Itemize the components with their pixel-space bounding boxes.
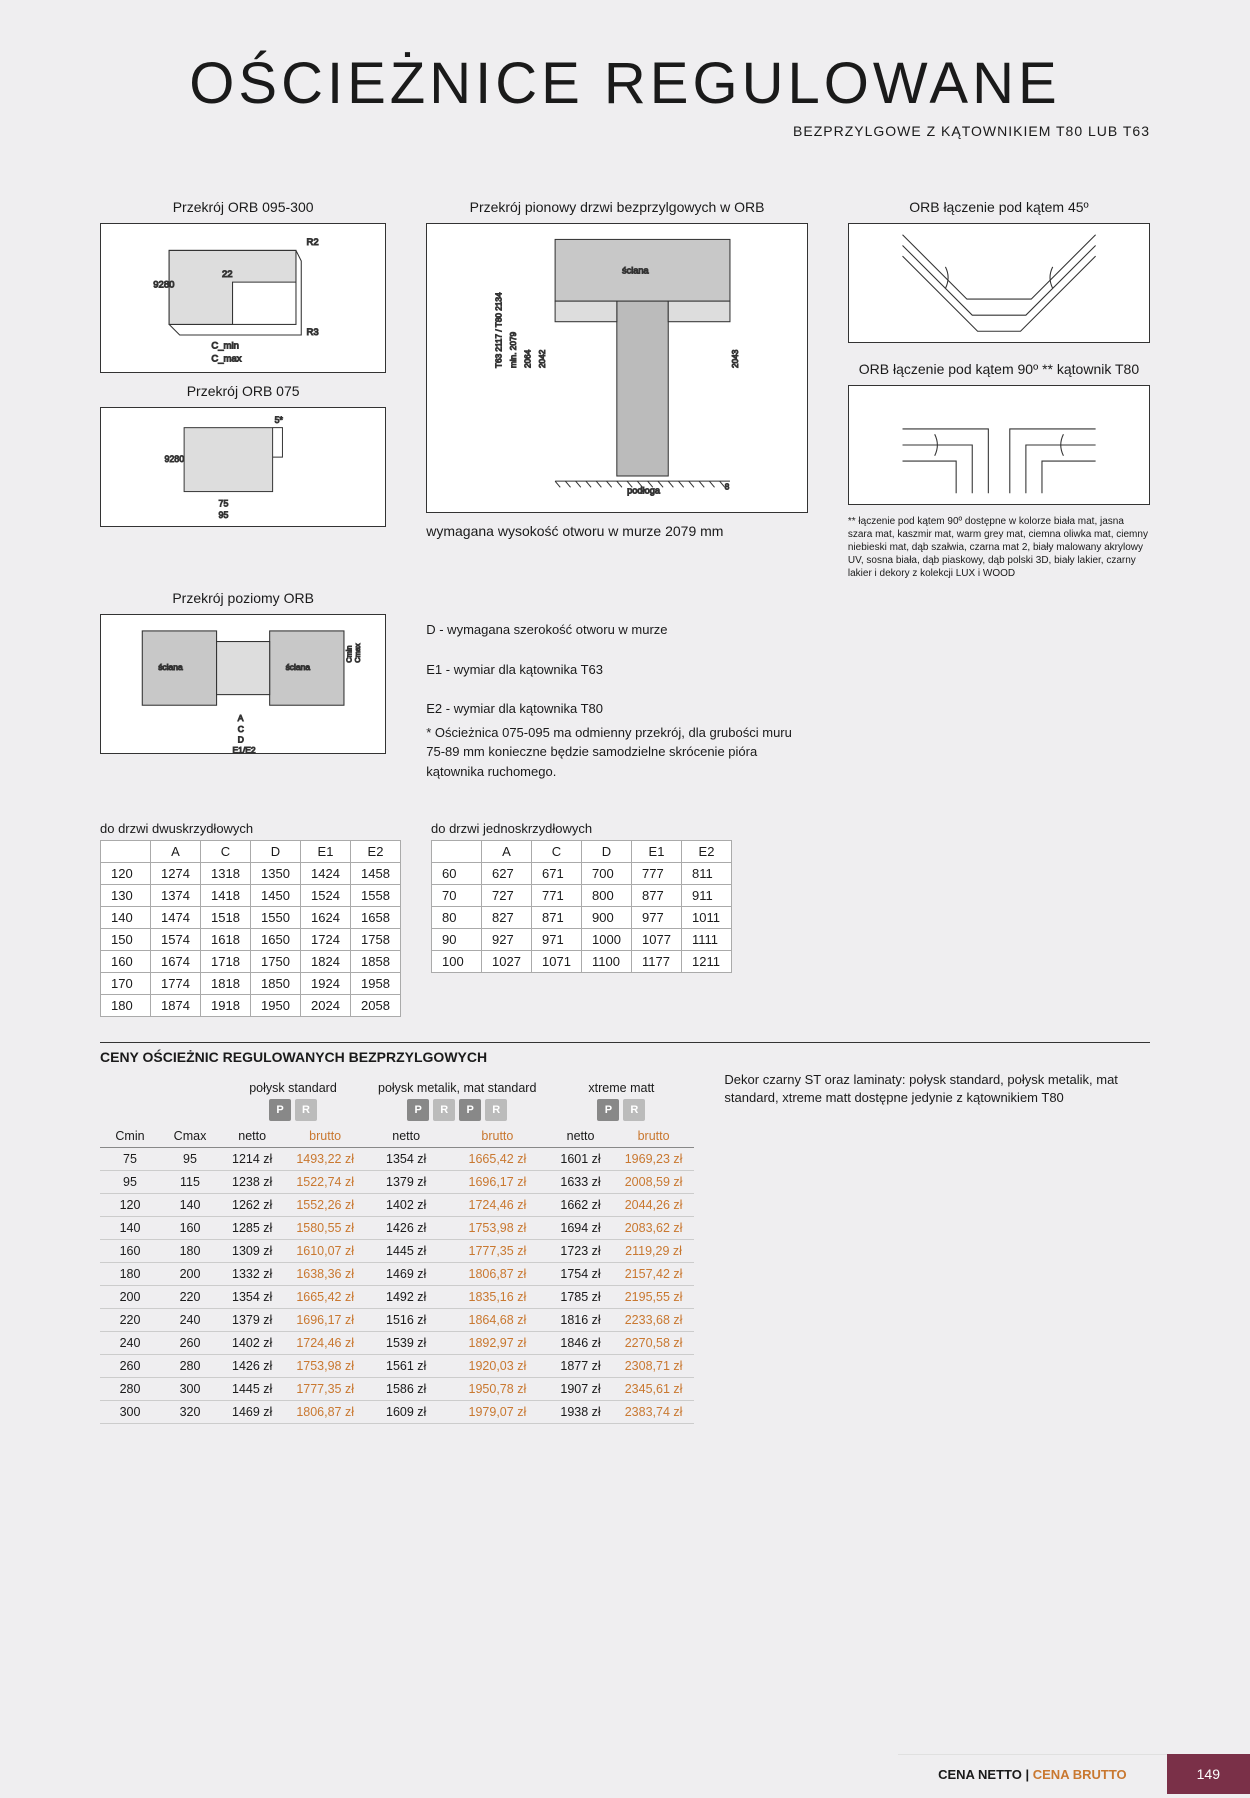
diag-label-join45: ORB łączenie pod kątem 45º (848, 199, 1150, 215)
svg-text:22: 22 (222, 269, 233, 280)
price-note: Dekor czarny ST oraz laminaty: połysk st… (724, 1071, 1150, 1424)
diag-label-orb075: Przekrój ORB 075 (100, 383, 386, 399)
svg-text:T63 2117 / T80 2134: T63 2117 / T80 2134 (495, 292, 504, 368)
vert-note: wymagana wysokość otworu w murze 2079 mm (426, 523, 808, 539)
page-title: OŚCIEŻNICE REGULOWANE (100, 50, 1150, 117)
join90-footnote: ** łączenie pod kątem 90º dostępne w kol… (848, 515, 1150, 580)
footer-price-label: CENA NETTO | CENA BRUTTO (898, 1754, 1167, 1794)
svg-text:2043: 2043 (731, 349, 740, 368)
footer-netto: CENA NETTO (938, 1767, 1022, 1782)
svg-text:2064: 2064 (524, 349, 533, 368)
diagram-join90 (848, 385, 1150, 505)
svg-text:5*: 5* (275, 415, 284, 425)
title-block: OŚCIEŻNICE REGULOWANE BEZPRZYLGOWE Z KĄT… (100, 50, 1150, 139)
svg-text:C: C (238, 724, 244, 734)
svg-text:92: 92 (164, 454, 174, 464)
footer-sep: | (1022, 1767, 1033, 1782)
svg-text:Cmax: Cmax (353, 643, 362, 663)
svg-text:ściana: ściana (286, 662, 311, 672)
svg-text:C_max: C_max (211, 353, 241, 364)
svg-text:75: 75 (219, 498, 229, 508)
table-double: ACDE1E2120127413181350142414581301374141… (100, 840, 401, 1017)
dimension-tables: do drzwi dwuskrzydłowych ACDE1E212012741… (100, 821, 1150, 1017)
svg-text:E1/E2: E1/E2 (233, 745, 256, 753)
svg-text:80: 80 (164, 279, 175, 290)
table-single: ACDE1E2606276717007778117072777180087791… (431, 840, 732, 973)
svg-text:A: A (238, 713, 244, 723)
legend-star: * Ościeżnica 075-095 ma odmienny przekró… (426, 723, 808, 782)
diag-label-join90: ORB łączenie pod kątem 90º ** kątownik T… (848, 361, 1150, 377)
diag-label-orb095: Przekrój ORB 095-300 (100, 199, 386, 215)
svg-text:2042: 2042 (538, 349, 547, 368)
svg-text:min. 2079: min. 2079 (509, 331, 518, 368)
diagram-orb075: 5* 92 80 75 95 (100, 407, 386, 527)
page-number: 149 (1167, 1754, 1250, 1794)
legend-d: D - wymagana szerokość otworu w murze (426, 620, 808, 640)
legend-e2: E2 - wymiar dla kątownika T80 (426, 699, 808, 719)
diagrams-row-1: Przekrój ORB 095-300 92 80 22 R2 R3 C_mi… (100, 199, 1150, 580)
svg-text:D: D (238, 734, 244, 744)
svg-text:R2: R2 (307, 237, 319, 248)
legend-e1: E1 - wymiar dla kątownika T63 (426, 660, 808, 680)
page-subtitle: BEZPRZYLGOWE Z KĄTOWNIKIEM T80 LUB T63 (100, 123, 1150, 139)
caption-double: do drzwi dwuskrzydłowych (100, 821, 401, 836)
diag-label-vert: Przekrój pionowy drzwi bezprzylgowych w … (426, 199, 808, 215)
svg-text:95: 95 (219, 510, 229, 520)
svg-text:R3: R3 (307, 327, 319, 338)
footer-brutto: CENA BRUTTO (1033, 1767, 1127, 1782)
diagram-orb095: 92 80 22 R2 R3 C_min C_max (100, 223, 386, 373)
diagram-join45 (848, 223, 1150, 343)
diag-label-horiz: Przekrój poziomy ORB (100, 590, 386, 606)
diagram-horizontal: ściana ściana A C D E1/E2 Cmin Cmax (100, 614, 386, 754)
svg-text:80: 80 (174, 454, 184, 464)
price-table: połysk standardPRpołysk metalik, mat sta… (100, 1071, 694, 1424)
svg-text:92: 92 (153, 279, 164, 290)
price-title: CENY OŚCIEŻNIC REGULOWANYCH BEZPRZYLGOWY… (100, 1042, 1150, 1065)
caption-single: do drzwi jednoskrzydłowych (431, 821, 732, 836)
diagram-vertical: ściana T63 2117 / T80 2134 min. 2079 206… (426, 223, 808, 513)
svg-text:ściana: ściana (622, 265, 650, 275)
svg-text:C_min: C_min (211, 341, 238, 352)
svg-text:ściana: ściana (158, 662, 183, 672)
page-footer: CENA NETTO | CENA BRUTTO 149 (0, 1750, 1250, 1798)
svg-text:8: 8 (725, 482, 730, 491)
